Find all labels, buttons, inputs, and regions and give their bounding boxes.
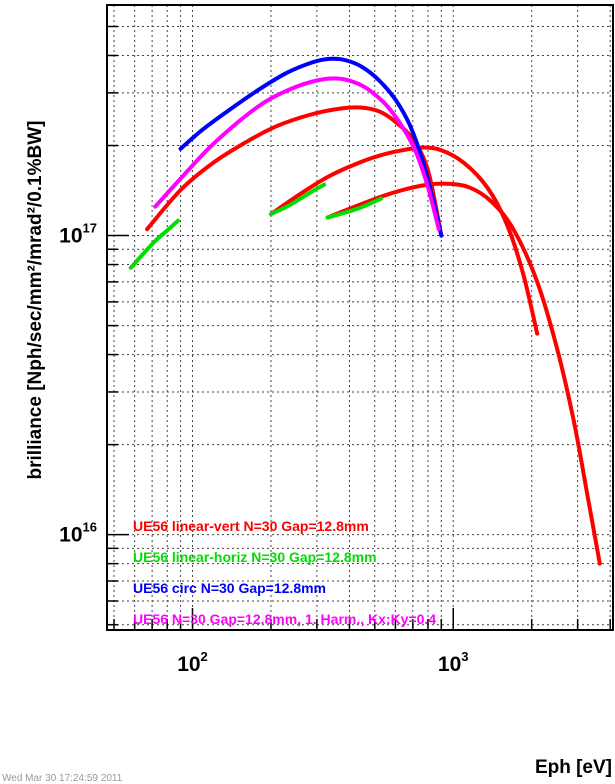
legend: UE56 linear-vert N=30 Gap=12.8mm UE56 lin… [133,518,436,627]
series-line [269,182,327,217]
series-4 [153,76,441,232]
series-line [145,105,444,238]
y-tick-label: 1017 [59,221,97,248]
x-tick-label: 103 [438,649,469,676]
legend-entry: UE56 linear-horiz N=30 Gap=12.8mm [133,549,377,565]
series-line [325,196,384,220]
series-2 [128,182,384,270]
series-3 [178,56,444,238]
series-line [153,76,441,232]
legend-entry: UE56 circ N=30 Gap=12.8mm [133,580,326,596]
legend-entry: UE56 N=30 Gap=12.8mm, 1. Harm., Kx:Ky=0.… [133,611,436,627]
legend-entry: UE56 linear-vert N=30 Gap=12.8mm [133,518,369,534]
x-axis-label: Eph [eV] [535,757,612,778]
y-axis-label: brilliance [Nph/sec/mm²/mrad²/0.1%BW] [25,121,46,480]
series-layer [128,56,602,566]
axis-ticks: 102 103 1016 1017 [59,25,611,676]
y-tick-label: 1016 [59,520,97,547]
plot-frame [106,4,614,631]
x-tick-label: 102 [177,649,208,676]
series-line [128,218,180,270]
series-line [178,56,444,238]
series-line [269,145,540,336]
footer-timestamp: Wed Mar 30 17:24:59 2011 [2,773,123,784]
series-1 [145,105,602,566]
series-line [325,181,602,566]
grid [107,5,613,630]
